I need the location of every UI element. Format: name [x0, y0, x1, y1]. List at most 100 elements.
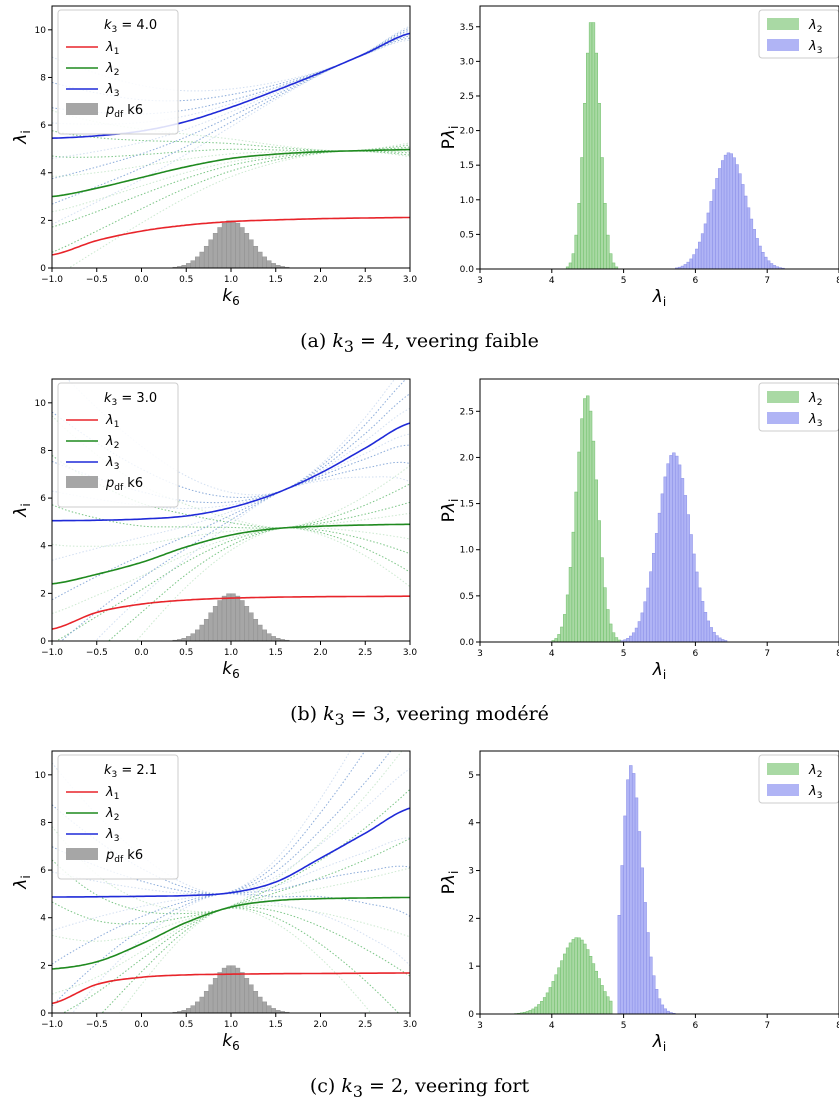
- hist-bar: [698, 241, 702, 269]
- chart-b-left: k3 = 3.0 λ1 λ2 λ3 pdf k6 −1.0 −0.5 0.0 0.5 1.0 1.5…: [11, 378, 417, 681]
- hist-bar: [606, 609, 610, 642]
- hist-bar: [557, 634, 561, 642]
- sample-trajectory: [52, 146, 410, 228]
- pdf-bar: [208, 612, 214, 641]
- y-tick-label: 10: [35, 771, 47, 781]
- x-tick-label: 5: [621, 1021, 627, 1031]
- pdf-bar: [266, 1005, 272, 1013]
- pdf-bar: [248, 239, 254, 268]
- y-tick-label: 0.0: [460, 638, 475, 648]
- hist-bar: [583, 943, 587, 1014]
- hist-bar: [746, 207, 751, 269]
- x-tick-label: 2.5: [358, 1020, 372, 1030]
- y-tick-label: 4: [40, 169, 46, 179]
- sample-trajectory: [135, 465, 410, 641]
- pdf-bar: [253, 245, 259, 268]
- pdf-bar: [208, 239, 214, 268]
- hist-bar: [554, 638, 558, 642]
- pdf-bar: [248, 612, 254, 641]
- hist-bar: [626, 638, 630, 642]
- pdf-bar: [208, 984, 214, 1013]
- pdf-bar: [221, 595, 227, 641]
- legend-label: λ3: [105, 827, 119, 844]
- legend-label: λ2: [808, 763, 822, 780]
- hist-bar: [663, 476, 667, 642]
- y-axis-label: λi: [11, 875, 33, 889]
- hist-bar: [732, 157, 736, 269]
- hist-bar: [712, 189, 716, 269]
- x-tick-label: 0.0: [134, 648, 149, 658]
- pdf-bar: [253, 618, 259, 641]
- pdf-bar: [271, 636, 276, 641]
- y-tick-label: 2: [40, 961, 46, 971]
- y-tick-label: 5: [468, 771, 474, 781]
- hist-bar: [703, 223, 708, 269]
- hist-bar: [683, 264, 688, 269]
- hist-bar: [588, 410, 593, 642]
- pdf-bar: [257, 251, 263, 268]
- sample-trajectory: [52, 512, 410, 614]
- x-tick-label: 1.0: [224, 275, 239, 285]
- hist-bar: [620, 865, 624, 1014]
- hist-bar: [752, 229, 756, 269]
- caption-c: (c) k3 = 2, veering fort: [309, 1075, 530, 1101]
- legend-swatch: [767, 784, 799, 796]
- x-tick-label: 1.5: [269, 1020, 283, 1030]
- hist-bar: [663, 1008, 667, 1014]
- pdf-bar: [239, 972, 245, 1013]
- series-line-1: [52, 523, 410, 585]
- hist-bar: [669, 455, 673, 642]
- y-tick-label: 1.0: [460, 546, 475, 556]
- pdf-bar: [194, 256, 200, 268]
- legend-label: λ2: [808, 18, 822, 35]
- hist-bar: [634, 797, 639, 1014]
- hist-bar: [652, 975, 656, 1014]
- hist-bar: [611, 632, 616, 642]
- legend-label: pdf k6: [105, 476, 143, 493]
- x-tick-label: 8: [836, 649, 839, 659]
- legend-swatch: [767, 39, 799, 51]
- hist-bar: [675, 455, 679, 642]
- hist-bar: [646, 932, 650, 1014]
- x-tick-label: 0.5: [179, 648, 193, 658]
- x-tick-label: −0.5: [86, 1020, 108, 1030]
- hist-bar: [649, 956, 653, 1014]
- hist-bar: [755, 238, 759, 269]
- y-tick-label: 0: [40, 1009, 46, 1019]
- hist-bar: [568, 262, 573, 269]
- hist-bar: [631, 773, 636, 1014]
- hist-bar: [738, 173, 742, 269]
- y-tick-label: 6: [40, 121, 46, 131]
- axes-frame: [479, 5, 839, 270]
- x-tick-label: −0.5: [86, 648, 108, 658]
- legend-label: λ2: [105, 61, 119, 78]
- hist-bar: [700, 233, 705, 269]
- hist-bar: [758, 245, 762, 269]
- series-line-0: [52, 216, 410, 256]
- pdf-bar: [244, 978, 250, 1013]
- y-tick-label: 6: [40, 494, 46, 504]
- hist-bar: [772, 265, 777, 269]
- legend-label: λ1: [105, 40, 119, 57]
- hist-bar: [606, 234, 610, 269]
- sample-trajectory: [52, 826, 372, 1013]
- hist-bar: [623, 815, 627, 1014]
- hist-bar: [528, 1010, 532, 1014]
- hist-bar: [657, 512, 662, 642]
- sample-trajectory: [52, 407, 410, 561]
- caption-b: (b) k3 = 3, veering modéré: [290, 703, 549, 729]
- legend: k3 = 3.0 λ1 λ2 λ3 pdf k6: [57, 382, 179, 508]
- sample-trajectory: [52, 859, 400, 1013]
- hist-bar: [597, 520, 601, 642]
- hist-bar: [672, 452, 676, 642]
- y-tick-label: 2.5: [460, 92, 474, 102]
- hist-bar: [577, 937, 581, 1014]
- hist-bar: [666, 463, 670, 642]
- hist-bar: [574, 937, 578, 1014]
- sample-trajectory: [60, 379, 407, 641]
- hist-bar: [743, 195, 748, 269]
- legend-swatch: [66, 103, 98, 115]
- x-tick-label: −1.0: [41, 275, 63, 285]
- hist-bar: [631, 632, 636, 642]
